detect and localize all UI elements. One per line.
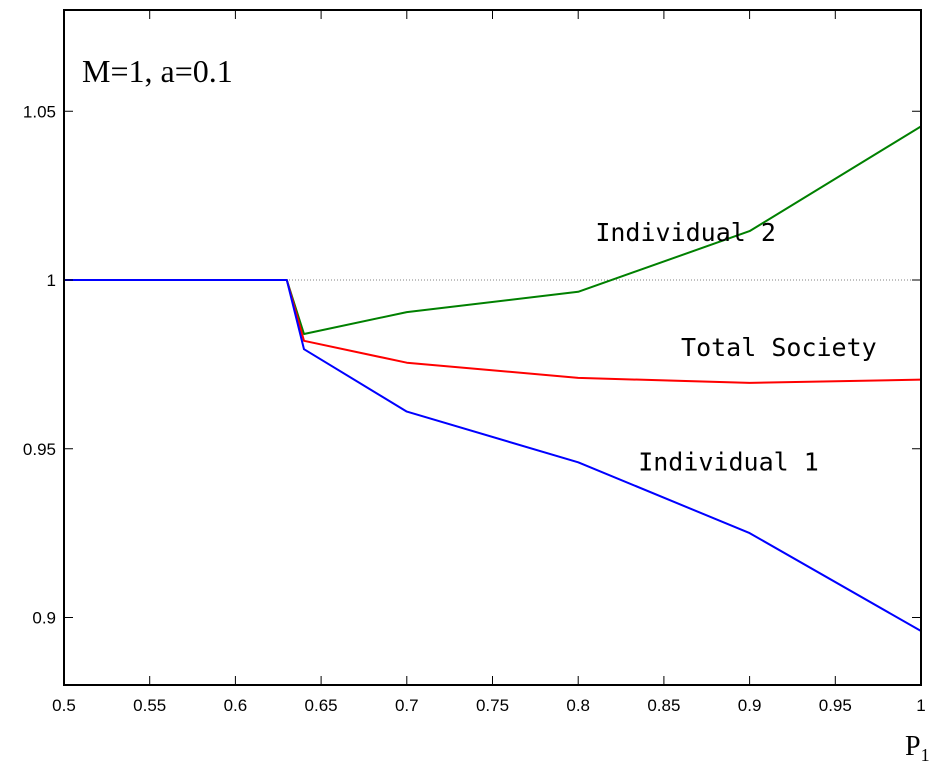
plot-area: Individual 2 Total Society Individual 1 xyxy=(64,125,922,632)
y-tick-label: 1.05 xyxy=(23,102,56,121)
y-tick-label: 1 xyxy=(47,271,56,290)
x-axis-label-main: P xyxy=(905,731,921,762)
x-tick-label: 0.55 xyxy=(133,696,166,715)
x-tick-label: 0.8 xyxy=(566,696,590,715)
x-tick-label: 0.7 xyxy=(395,696,419,715)
x-axis-label-subscript: 1 xyxy=(921,745,930,765)
x-tick-label: 1 xyxy=(916,696,925,715)
x-axis-label: P1 xyxy=(905,731,930,765)
x-tick-label: 0.75 xyxy=(476,696,509,715)
x-tick-label: 0.95 xyxy=(819,696,852,715)
series-label-total-society: Total Society xyxy=(681,333,877,362)
series-label-individual-2: Individual 2 xyxy=(595,218,776,247)
series-line-total-society xyxy=(64,279,922,384)
y-tick-label: 0.95 xyxy=(23,440,56,459)
y-tick-label: 0.9 xyxy=(32,609,56,628)
x-tick-label: 0.6 xyxy=(224,696,248,715)
x-tick-label: 0.65 xyxy=(305,696,338,715)
parameter-annotation: M=1, a=0.1 xyxy=(82,53,233,89)
series-line-individual-2 xyxy=(64,125,922,335)
series-label-individual-1: Individual 1 xyxy=(638,448,819,477)
series-line-individual-1 xyxy=(64,279,922,632)
x-tick-label: 0.85 xyxy=(647,696,680,715)
tick-labels: 0.5 0.55 0.6 0.65 0.7 0.75 0.8 0.85 0.9 0.95 1 0.9 0… xyxy=(23,102,926,715)
axis-ticks xyxy=(63,10,922,685)
x-tick-label: 0.9 xyxy=(738,696,762,715)
x-tick-label: 0.5 xyxy=(52,696,76,715)
